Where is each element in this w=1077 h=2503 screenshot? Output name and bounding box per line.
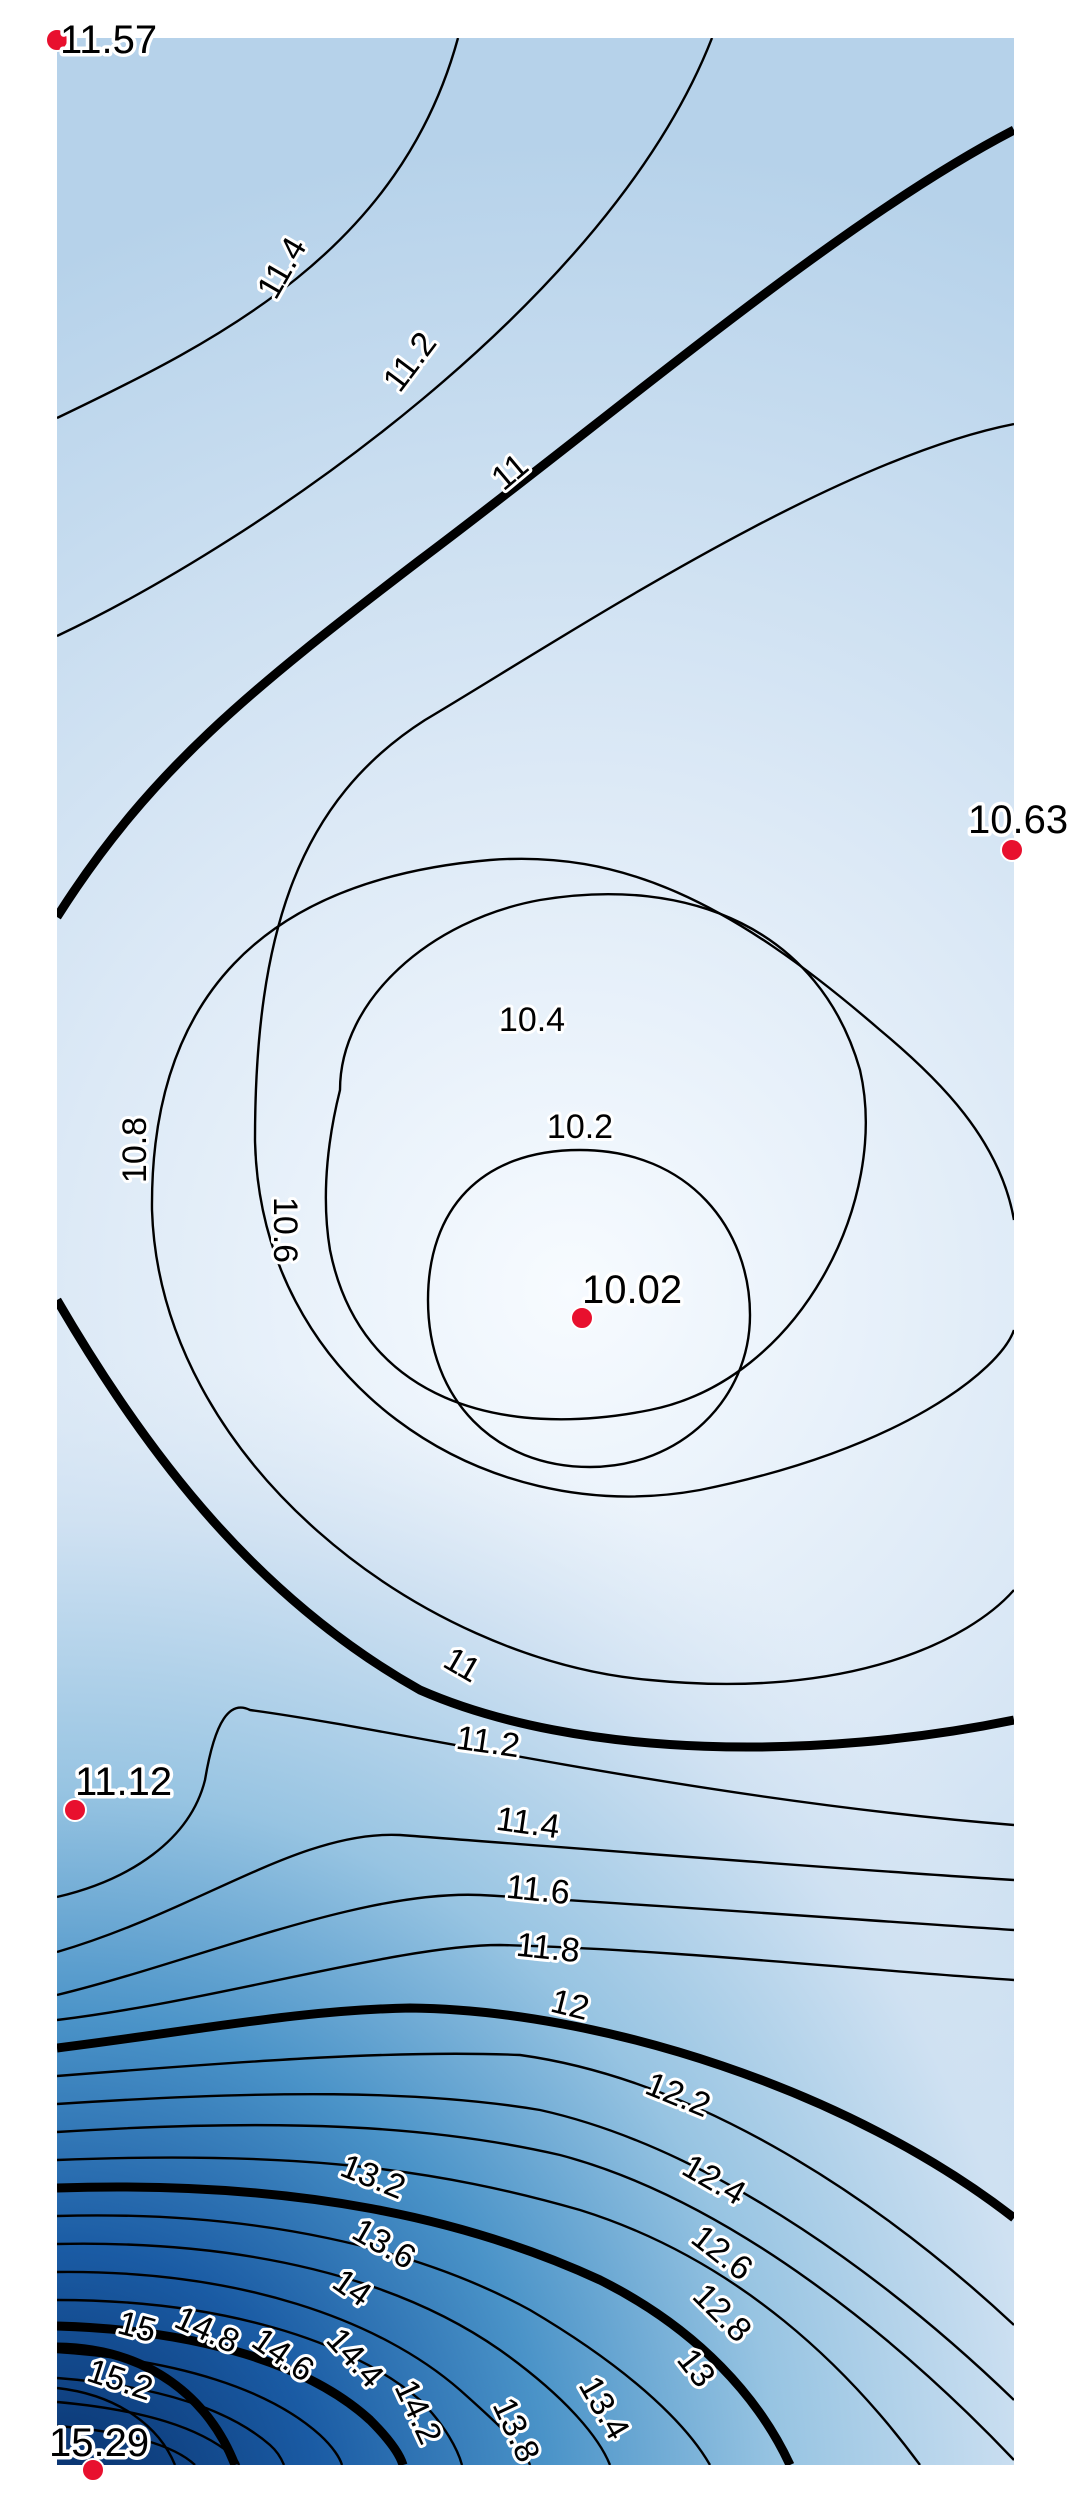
contour-line-13-6 bbox=[57, 2270, 532, 2465]
contour-label: 10.2 bbox=[547, 1108, 613, 1146]
plot-shading bbox=[57, 38, 1014, 2465]
contour-line-13-4 bbox=[57, 2242, 612, 2465]
contour-line-13-2 bbox=[57, 2214, 712, 2465]
contour-label: 10.8 bbox=[116, 1117, 154, 1183]
data-point-label: 15.29 bbox=[49, 2421, 149, 2465]
contour-label: 11.8 bbox=[514, 1926, 581, 1970]
contour-line-11-8 bbox=[57, 1943, 1014, 2022]
data-point-marker bbox=[1000, 838, 1024, 862]
contour-line-12 bbox=[57, 2003, 1014, 2222]
contour-line-12-8 bbox=[57, 2156, 921, 2465]
contour-line-12-6 bbox=[57, 2123, 1014, 2461]
contour-label: 12 bbox=[547, 1982, 593, 2028]
contour-label: 10.6 bbox=[266, 1197, 304, 1263]
data-point-marker bbox=[81, 2458, 105, 2482]
contour-line-14-8 bbox=[57, 2424, 196, 2465]
contour-line-11-6 bbox=[57, 1893, 1014, 1997]
contour-line-10-8 bbox=[150, 857, 1014, 1686]
contour-line-15 bbox=[57, 2342, 240, 2465]
contour-line-11-4 bbox=[57, 1833, 1014, 1954]
contour-lines bbox=[57, 38, 1014, 2465]
contour-line-10-4 bbox=[324, 892, 867, 1421]
data-point-label: 11.57 bbox=[60, 18, 157, 62]
data-point-label: 11.12 bbox=[75, 1760, 172, 1804]
data-point-marker bbox=[570, 1306, 594, 1330]
data-point-marker bbox=[45, 28, 69, 52]
contour-line-12-4 bbox=[57, 2092, 1014, 2401]
contour-line-14-4 bbox=[57, 2376, 286, 2465]
contour-line-13-8 bbox=[57, 2298, 464, 2465]
contour-label: 10.4 bbox=[499, 1001, 565, 1039]
contour-line-12-2 bbox=[57, 2052, 1014, 2326]
contour-line-15-2 bbox=[57, 2386, 177, 2465]
plot-area bbox=[57, 38, 1014, 2465]
data-point-label: 10.02 bbox=[582, 1268, 682, 1312]
contour-line-11 bbox=[57, 1297, 1014, 1752]
data-point-marker bbox=[63, 1798, 87, 1822]
contour-line-10-2 bbox=[426, 1148, 752, 1469]
contour-line-13 bbox=[57, 2182, 795, 2465]
data-points: 11.57 10.63 10.02 11.12 15.29 bbox=[45, 15, 1072, 2482]
contour-line-11-2 bbox=[57, 1706, 1014, 1899]
data-point-label: 10.63 bbox=[968, 798, 1068, 842]
contour-line-11 bbox=[57, 126, 1014, 920]
contour-line-11-4 bbox=[57, 38, 460, 420]
contour-line-10-6 bbox=[253, 422, 1014, 1498]
contour-line-11-2 bbox=[57, 38, 714, 638]
contour-line-14 bbox=[57, 2321, 408, 2465]
contour-label: 11.6 bbox=[504, 1868, 571, 1912]
